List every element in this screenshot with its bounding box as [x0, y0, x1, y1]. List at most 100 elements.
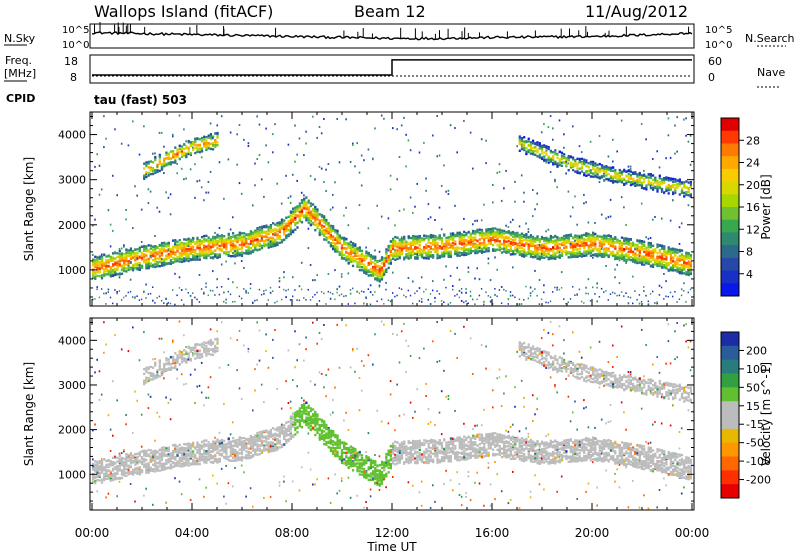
power-cell [505, 170, 507, 172]
power-cell [123, 262, 125, 264]
power-cell [310, 214, 312, 216]
power-cell [210, 290, 211, 292]
power-cell [161, 168, 163, 170]
power-cell [174, 273, 176, 275]
power-cell [525, 150, 527, 152]
power-cell [252, 238, 254, 240]
power-cell [485, 244, 487, 246]
power-cell [494, 256, 496, 258]
power-cell [163, 158, 165, 160]
power-cell [208, 239, 210, 241]
power-cell [292, 276, 294, 278]
power-cell [594, 222, 596, 224]
power-cell [132, 257, 134, 259]
power-cell [396, 246, 398, 248]
power-cell [563, 251, 565, 253]
power-cell [601, 255, 603, 257]
power-cell [276, 244, 278, 246]
power-cell [499, 249, 501, 251]
power-cell [408, 277, 410, 279]
power-cell [148, 166, 150, 168]
power-cell [548, 156, 550, 158]
power-cell [619, 282, 621, 284]
power-cell [305, 299, 306, 301]
power-cell [185, 289, 186, 291]
power-cell [539, 246, 541, 248]
power-cell [332, 194, 334, 196]
power-cell [203, 238, 205, 240]
power-cell [608, 299, 609, 301]
power-cell [163, 302, 164, 304]
power-cell [636, 179, 638, 181]
power-cell [145, 284, 147, 286]
power-cell [219, 227, 221, 229]
power-cell [568, 234, 570, 236]
power-cell [159, 170, 161, 172]
power-cell [325, 190, 327, 192]
power-cell [188, 292, 189, 294]
power-cell [210, 251, 212, 253]
power-cell [314, 218, 316, 220]
power-cell [581, 301, 582, 303]
power-cell [590, 246, 592, 248]
power-cell [639, 303, 641, 305]
power-cell [232, 235, 234, 237]
power-cell [599, 135, 601, 137]
power-cell [554, 161, 556, 163]
power-cell [165, 258, 167, 260]
power-cell [354, 260, 356, 262]
power-cell [456, 254, 458, 256]
power-cell [179, 239, 181, 241]
power-cell [268, 243, 270, 245]
power-cell [172, 246, 174, 248]
power-cell [599, 254, 601, 256]
power-cell [628, 240, 630, 242]
power-cell [348, 247, 350, 249]
power-cell [612, 176, 614, 178]
power-cell [274, 223, 276, 225]
power-cell [150, 168, 152, 170]
power-cell [290, 202, 292, 204]
power-cell [401, 288, 402, 290]
power-cell [643, 181, 645, 183]
power-cell [494, 288, 495, 290]
power-cell [479, 238, 481, 240]
power-cell [190, 251, 192, 253]
power-cell [499, 171, 501, 173]
power-cell [299, 208, 301, 210]
power-cell [528, 144, 530, 146]
power-cell [496, 249, 498, 251]
power-cell [628, 243, 630, 245]
power-cell [576, 235, 578, 237]
power-cell [532, 240, 534, 242]
power-cell [541, 247, 543, 249]
power-cell [636, 239, 638, 241]
nave-label: Nave [757, 66, 785, 79]
power-cell [632, 303, 633, 305]
power-cell [463, 236, 465, 238]
power-cell [161, 258, 163, 260]
power-cell [596, 164, 598, 166]
power-cell [312, 222, 314, 224]
power-cell [279, 226, 281, 228]
power-cell [630, 245, 632, 247]
power-cell [639, 179, 641, 181]
power-cell [548, 238, 550, 240]
power-cell [316, 137, 318, 139]
power-cell [445, 241, 447, 243]
power-cell [188, 150, 190, 152]
power-cell [334, 242, 336, 244]
power-cell [334, 246, 336, 248]
power-cell [350, 244, 352, 246]
power-cell [601, 241, 603, 243]
power-cell [125, 254, 127, 256]
power-cell [625, 175, 627, 177]
power-cell [503, 230, 505, 232]
power-cell [192, 241, 194, 243]
power-cell [119, 290, 120, 292]
power-cell [512, 231, 514, 233]
power-cell [385, 289, 386, 291]
power-cell [601, 176, 603, 178]
power-cell [248, 247, 250, 249]
power-cell [548, 126, 550, 128]
